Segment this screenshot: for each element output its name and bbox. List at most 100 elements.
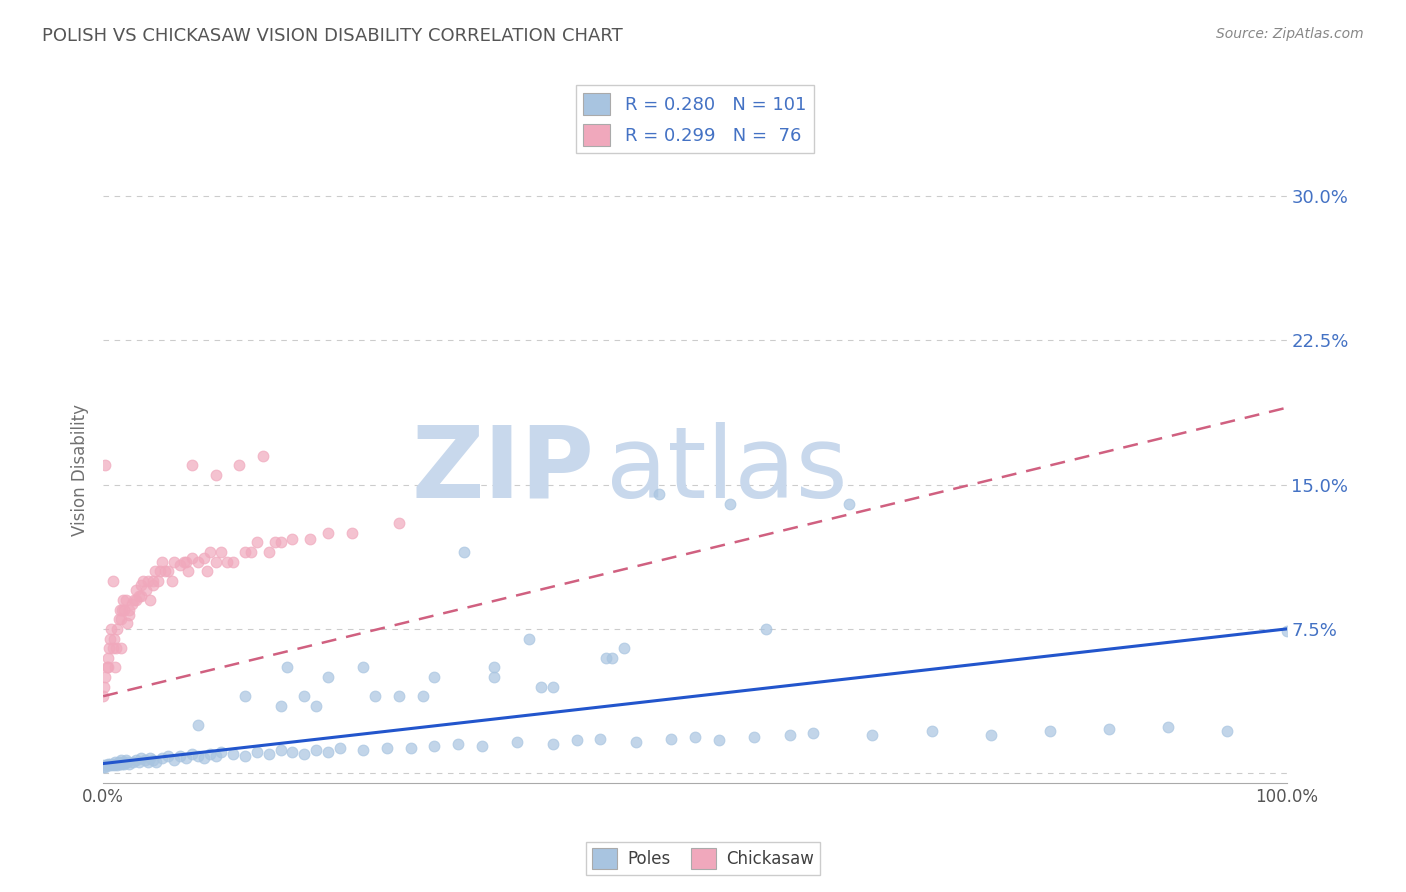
Point bbox=[228, 458, 250, 473]
Point bbox=[707, 733, 730, 747]
Point bbox=[423, 670, 446, 684]
Point bbox=[100, 758, 122, 772]
Point bbox=[246, 745, 269, 759]
Point bbox=[160, 574, 183, 588]
Point bbox=[276, 660, 298, 674]
Point bbox=[316, 670, 339, 684]
Point bbox=[173, 555, 195, 569]
Point bbox=[292, 747, 315, 761]
Point bbox=[613, 641, 636, 656]
Point bbox=[121, 755, 143, 769]
Point bbox=[142, 574, 165, 588]
Point bbox=[125, 583, 148, 598]
Point bbox=[157, 748, 180, 763]
Point bbox=[115, 755, 138, 769]
Point bbox=[270, 743, 292, 757]
Point bbox=[142, 753, 165, 767]
Point bbox=[163, 753, 186, 767]
Y-axis label: Vision Disability: Vision Disability bbox=[72, 404, 89, 536]
Point bbox=[648, 487, 671, 501]
Point bbox=[233, 545, 256, 559]
Point bbox=[600, 650, 623, 665]
Point bbox=[128, 755, 150, 769]
Point bbox=[125, 593, 148, 607]
Point bbox=[135, 583, 157, 598]
Point bbox=[150, 555, 173, 569]
Point bbox=[252, 449, 274, 463]
Point bbox=[316, 745, 339, 759]
Point bbox=[115, 616, 138, 631]
Point bbox=[198, 545, 221, 559]
Point bbox=[174, 751, 197, 765]
Point bbox=[118, 602, 141, 616]
Point bbox=[114, 593, 136, 607]
Point bbox=[129, 577, 152, 591]
Point bbox=[180, 747, 202, 761]
Point bbox=[180, 458, 202, 473]
Point bbox=[149, 564, 172, 578]
Point bbox=[103, 632, 125, 646]
Point bbox=[118, 608, 141, 623]
Point bbox=[139, 593, 162, 607]
Point bbox=[111, 602, 134, 616]
Point bbox=[801, 725, 824, 739]
Point bbox=[107, 755, 129, 769]
Point bbox=[180, 550, 202, 565]
Point bbox=[240, 545, 263, 559]
Point bbox=[447, 737, 470, 751]
Point bbox=[110, 612, 132, 626]
Point bbox=[233, 748, 256, 763]
Point bbox=[921, 723, 943, 738]
Point bbox=[104, 660, 127, 674]
Point bbox=[150, 751, 173, 765]
Point bbox=[157, 564, 180, 578]
Point bbox=[305, 698, 328, 713]
Legend: Poles, Chickasaw: Poles, Chickasaw bbox=[586, 842, 820, 875]
Point bbox=[1098, 722, 1121, 736]
Text: atlas: atlas bbox=[606, 422, 848, 519]
Point bbox=[305, 743, 328, 757]
Point bbox=[388, 516, 411, 530]
Point bbox=[174, 555, 197, 569]
Point bbox=[198, 747, 221, 761]
Point bbox=[683, 730, 706, 744]
Point bbox=[388, 690, 411, 704]
Point bbox=[1039, 723, 1062, 738]
Point bbox=[187, 555, 209, 569]
Point bbox=[169, 558, 191, 573]
Point bbox=[399, 741, 422, 756]
Point bbox=[107, 612, 129, 626]
Point bbox=[589, 731, 612, 746]
Point bbox=[204, 748, 226, 763]
Point bbox=[169, 748, 191, 763]
Point bbox=[595, 650, 617, 665]
Point bbox=[281, 532, 304, 546]
Point bbox=[97, 660, 120, 674]
Point bbox=[91, 690, 114, 704]
Point bbox=[204, 555, 226, 569]
Point bbox=[177, 564, 200, 578]
Point bbox=[97, 650, 120, 665]
Point bbox=[423, 739, 446, 754]
Point bbox=[222, 555, 245, 569]
Point bbox=[1157, 720, 1180, 734]
Point bbox=[101, 756, 124, 771]
Point bbox=[222, 747, 245, 761]
Point bbox=[187, 748, 209, 763]
Point bbox=[128, 589, 150, 603]
Point bbox=[118, 756, 141, 771]
Point bbox=[105, 622, 128, 636]
Point bbox=[506, 735, 529, 749]
Point bbox=[103, 758, 125, 772]
Point bbox=[246, 535, 269, 549]
Point bbox=[91, 760, 114, 774]
Point bbox=[565, 733, 588, 747]
Point bbox=[98, 756, 121, 771]
Point bbox=[263, 535, 285, 549]
Point bbox=[299, 532, 322, 546]
Point bbox=[100, 622, 122, 636]
Point bbox=[412, 690, 434, 704]
Point bbox=[204, 468, 226, 483]
Point bbox=[353, 743, 375, 757]
Point bbox=[101, 574, 124, 588]
